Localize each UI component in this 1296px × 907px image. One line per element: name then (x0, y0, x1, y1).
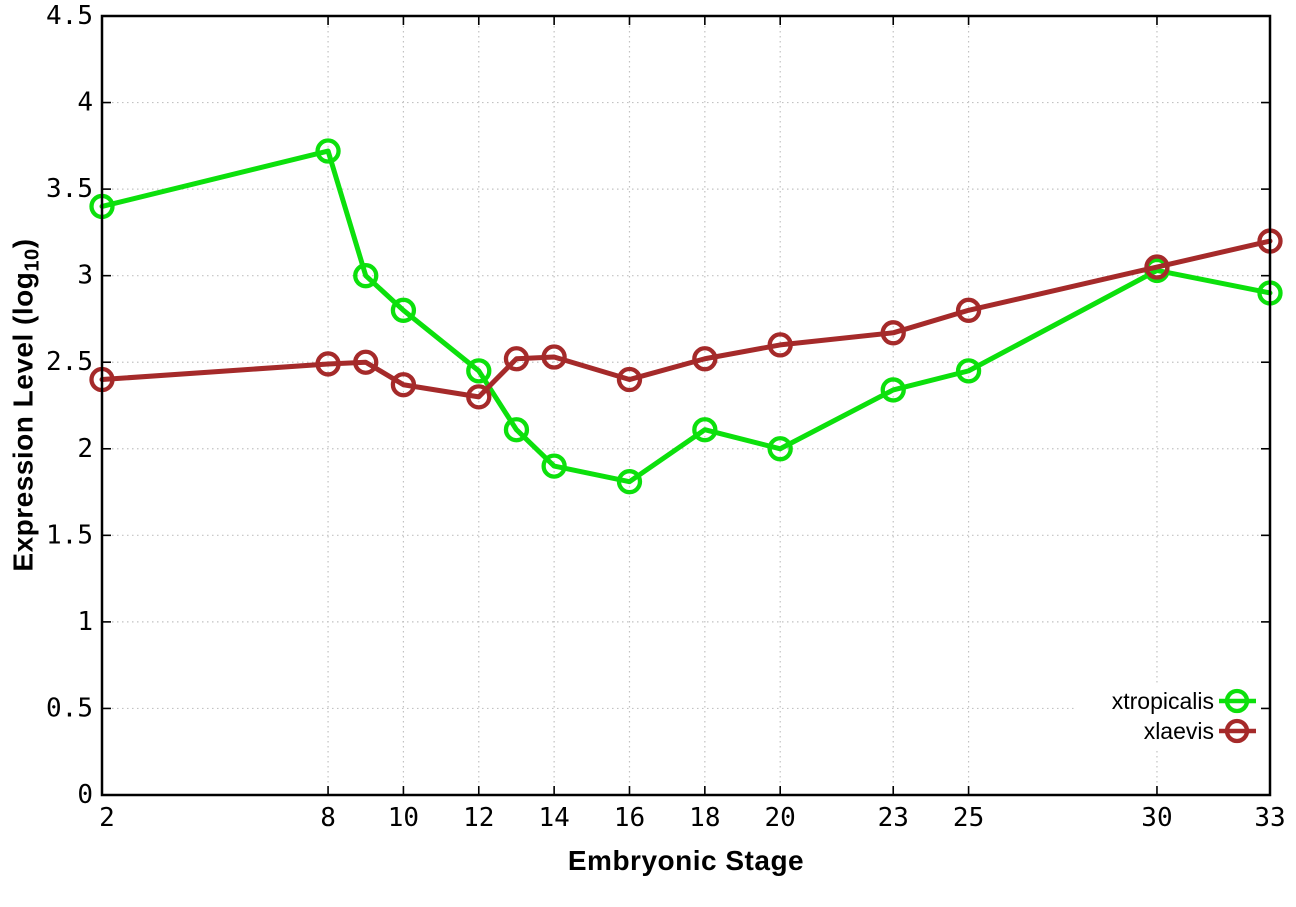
x-tick-label-12: 12 (463, 803, 494, 833)
xlaevis-point-stage-13 (503, 346, 530, 372)
legend-label-xtropicalis: xtropicalis (1112, 688, 1214, 714)
y-axis-title-close: ) (7, 238, 39, 249)
legend-marker-xtropicalis-icon (1224, 688, 1250, 714)
xlaevis-point-stage-25 (955, 297, 982, 323)
y-tick-label-2: 2 (77, 434, 93, 464)
xlaevis-point-stage-30 (1144, 254, 1170, 280)
legend-marker-xlaevis-icon (1224, 718, 1250, 744)
xlaevis-point-stage-16 (616, 366, 643, 393)
y-axis-title-subscript: 10 (21, 248, 44, 272)
x-tick-label-14: 14 (538, 803, 569, 833)
xtropicalis-point-stage-8 (315, 138, 341, 164)
y-tick-label-0: 0 (77, 780, 93, 810)
y-tick-label-1: 1 (77, 607, 93, 637)
xtropicalis-point-stage-16 (616, 469, 643, 495)
x-tick-label-23: 23 (878, 803, 909, 833)
x-tick-label-2: 2 (99, 803, 115, 833)
y-tick-label-4.5: 4.5 (46, 1, 93, 31)
y-tick-label-4: 4 (77, 88, 93, 118)
legend-label-xlaevis: xlaevis (1144, 718, 1214, 744)
xtropicalis-point-stage-13 (503, 417, 530, 443)
plot-border (100, 14, 1272, 797)
y-tick-label-2.5: 2.5 (46, 347, 93, 377)
xtropicalis-point-stage-14 (541, 453, 567, 479)
y-axis-title: Expression Level (log10) (7, 238, 44, 571)
xtropicalis-point-stage-20 (767, 436, 793, 462)
xlaevis-point-stage-9 (353, 349, 379, 375)
x-tick-label-30: 30 (1141, 803, 1172, 833)
series-xlaevis-line (99, 238, 1273, 400)
x-tick-label-18: 18 (689, 803, 720, 833)
x-axis-title: Embryonic Stage (567, 845, 805, 876)
x-tick-label-16: 16 (614, 803, 645, 833)
xtropicalis-point-stage-12 (466, 358, 492, 384)
xlaevis-point-stage-14 (541, 344, 567, 370)
y-axis-title-text: Expression Level (log (7, 271, 39, 572)
x-tick-label-25: 25 (953, 803, 984, 833)
x-tick-label-33: 33 (1254, 803, 1285, 833)
y-tick-label-0.5: 0.5 (46, 693, 93, 723)
xlaevis-point-stage-12 (466, 384, 492, 410)
xtropicalis-point-stage-23 (880, 377, 906, 403)
y-tick-label-3.5: 3.5 (46, 174, 93, 204)
x-tick-label-20: 20 (765, 803, 796, 833)
x-tick-label-8: 8 (320, 803, 336, 833)
xlaevis-point-stage-23 (880, 320, 906, 346)
xlaevis-point-stage-10 (390, 372, 417, 398)
xtropicalis-point-stage-18 (692, 417, 718, 443)
xlaevis-point-stage-18 (692, 346, 718, 372)
xlaevis-point-stage-20 (767, 332, 793, 358)
x-tick-label-10: 10 (388, 803, 419, 833)
y-tick-label-3: 3 (77, 261, 93, 291)
y-tick-label-1.5: 1.5 (46, 520, 93, 550)
xtropicalis-point-stage-9 (353, 263, 379, 289)
xtropicalis-point-stage-25 (955, 358, 982, 384)
xlaevis-point-stage-8 (315, 351, 341, 377)
xtropicalis-point-stage-10 (390, 297, 417, 323)
